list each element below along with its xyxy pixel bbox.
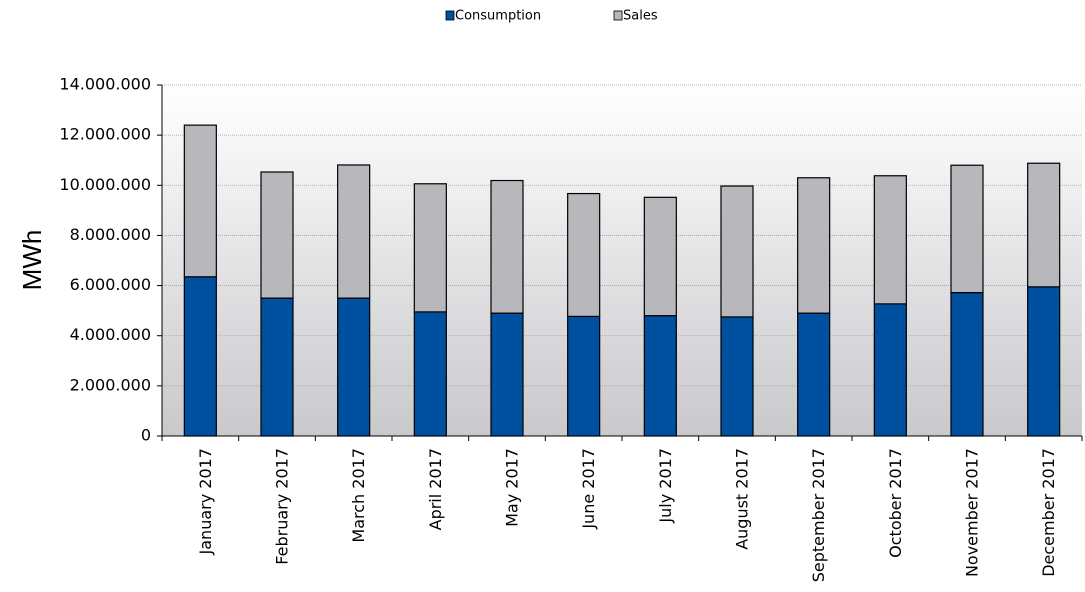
bar-consumption-3	[337, 297, 371, 437]
y-tick-label: 10.000.000	[59, 175, 151, 194]
y-axis-label: MWh	[17, 230, 47, 291]
x-tick-label: September 2017	[809, 448, 828, 582]
x-tick-label: June 2017	[579, 448, 598, 530]
x-tick-label: December 2017	[1039, 448, 1058, 577]
bar-sales-10	[873, 175, 907, 305]
bar-consumption-8	[720, 316, 754, 437]
bar-sales-5	[490, 179, 524, 314]
bar-consumption-6	[567, 315, 601, 437]
x-tick-label: January 2017	[196, 448, 215, 555]
bars	[183, 124, 1061, 437]
x-tick-label: March 2017	[349, 448, 368, 543]
y-tick-label: 14.000.000	[59, 75, 151, 94]
y-tick-label: 0	[141, 426, 151, 445]
bar-consumption-7	[643, 315, 677, 437]
bar-consumption-1	[183, 276, 217, 437]
x-tick-label: August 2017	[733, 448, 752, 550]
bar-sales-2	[260, 171, 294, 299]
legend-label-consumption: Consumption	[455, 9, 541, 24]
x-tick-label: February 2017	[273, 448, 292, 565]
x-tick-label: April 2017	[426, 448, 445, 530]
bar-sales-7	[643, 196, 677, 317]
x-tick-label: November 2017	[963, 448, 982, 577]
bar-sales-1	[183, 124, 217, 278]
bar-sales-9	[797, 177, 831, 314]
bar-sales-6	[567, 192, 601, 318]
x-tick-label: July 2017	[656, 448, 675, 524]
bar-sales-8	[720, 185, 754, 318]
y-tick-labels: 0 2.000.000 4.000.000 6.000.000 8.000.000 10.…	[59, 75, 151, 445]
bar-sales-4	[413, 183, 447, 313]
bar-sales-11	[950, 164, 984, 294]
x-tick-labels: January 2017 February 2017 March 2017 April…	[196, 448, 1058, 582]
bar-sales-12	[1027, 162, 1061, 288]
legend-label-sales: Sales	[623, 9, 658, 24]
bar-consumption-5	[490, 312, 524, 437]
x-tick-label: May 2017	[503, 448, 522, 527]
bar-consumption-9	[797, 312, 831, 437]
axes	[157, 84, 1083, 441]
bar-consumption-4	[413, 311, 447, 437]
bar-consumption-10	[873, 303, 907, 437]
legend: Consumption Sales	[445, 9, 658, 24]
legend-swatch-consumption	[445, 10, 455, 21]
legend-swatch-sales	[613, 10, 623, 21]
y-tick-label: 12.000.000	[59, 125, 151, 144]
y-tick-label: 4.000.000	[70, 325, 151, 344]
grid-lines	[162, 84, 1082, 387]
y-tick-label: 8.000.000	[70, 225, 151, 244]
plot-background	[162, 85, 1082, 436]
bar-consumption-12	[1027, 286, 1061, 437]
bar-consumption-2	[260, 297, 294, 437]
y-tick-label: 2.000.000	[70, 375, 151, 394]
bar-sales-3	[337, 164, 371, 299]
y-tick-label: 6.000.000	[70, 275, 151, 294]
bar-consumption-11	[950, 291, 984, 437]
x-tick-label: October 2017	[886, 448, 905, 558]
